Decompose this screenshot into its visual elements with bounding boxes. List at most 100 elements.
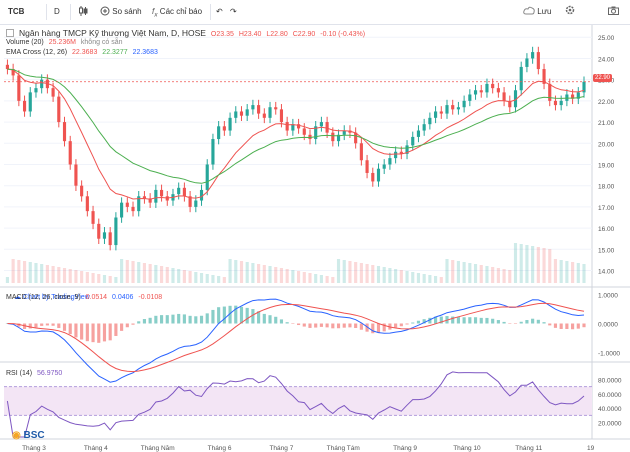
- macd-histogram-bar: [502, 321, 506, 324]
- macd-histogram-bar: [177, 313, 181, 324]
- macd-histogram-bar: [394, 323, 398, 328]
- chart-style-icon[interactable]: [78, 5, 88, 19]
- bsc-logo-text: BSC: [23, 430, 45, 441]
- price-tick-label: 15.00: [598, 247, 615, 254]
- volume-bar: [199, 273, 204, 283]
- macd-histogram-bar: [531, 318, 535, 324]
- snapshot-camera-icon[interactable]: [608, 5, 619, 19]
- series-title: Ngân hàng TMCP Kỹ thương Việt Nam, D, HO…: [18, 28, 206, 38]
- macd-histogram-bar: [279, 319, 284, 324]
- volume-bar: [159, 266, 164, 283]
- candle-body: [411, 136, 415, 146]
- macd-histogram-bar: [542, 322, 546, 324]
- macd-histogram-bar: [359, 323, 363, 330]
- undo-icon[interactable]: ↶: [216, 7, 223, 16]
- volume-bar: [513, 243, 518, 283]
- tradingview-link[interactable]: ☁ Chart by TradingView: [14, 293, 90, 301]
- candle-body: [68, 141, 72, 165]
- chart-area[interactable]: 25.0024.0023.0022.0021.0020.0019.0018.00…: [0, 25, 630, 452]
- volume-bar: [148, 264, 152, 283]
- macd-histogram-bar: [473, 317, 478, 324]
- macd-histogram-bar: [439, 316, 443, 324]
- top-toolbar: TCB D So sánh fx Các chỉ báo ↶ ↷ Lưu: [0, 0, 630, 25]
- macd-histogram-bar: [348, 323, 352, 328]
- macd-line: [7, 298, 585, 383]
- macd-label: MACD (12, 26, close, 9): [6, 294, 81, 301]
- macd-histogram-bar: [137, 321, 141, 324]
- candle-body: [62, 122, 67, 142]
- volume-bar: [302, 272, 306, 283]
- macd-histogram-bar: [485, 317, 489, 324]
- macd-histogram-bar: [62, 323, 67, 331]
- bsc-logo: ◉ BSC: [12, 430, 45, 441]
- volume-bar: [97, 274, 101, 283]
- candle-body: [434, 111, 438, 118]
- candle-body: [257, 105, 261, 114]
- ema-fast-value: 22.3683: [72, 49, 98, 56]
- interval-button[interactable]: D: [54, 7, 60, 16]
- candle-body: [388, 158, 392, 165]
- candle-body: [342, 130, 346, 135]
- compare-button[interactable]: So sánh: [100, 5, 142, 19]
- chart-canvas[interactable]: 25.0024.0023.0022.0021.0020.0019.0018.00…: [0, 25, 630, 452]
- hide-series-icon[interactable]: [6, 29, 14, 37]
- save-button[interactable]: Lưu: [523, 5, 552, 19]
- macd-legend: MACD (12, 26, close, 9) 0.0514 0.0406 -0…: [6, 293, 162, 303]
- volume-bar: [171, 268, 175, 283]
- macd-histogram-bar: [354, 323, 358, 329]
- volume-value: 25.236M: [48, 39, 76, 46]
- toolbar-divider: [46, 4, 47, 20]
- macd-histogram-bar: [194, 316, 198, 324]
- macd-histogram-bar: [228, 305, 232, 324]
- indicators-button[interactable]: fx Các chỉ báo: [152, 5, 202, 19]
- volume-bar: [5, 277, 9, 283]
- candle-body: [371, 172, 375, 182]
- volume-bar: [439, 277, 443, 283]
- symbol-input[interactable]: TCB: [8, 7, 25, 16]
- candle-body: [91, 211, 95, 224]
- candle-body: [439, 111, 443, 114]
- candle-body: [57, 96, 61, 123]
- candle-body: [536, 52, 540, 70]
- candle-body: [274, 107, 278, 110]
- macd-histogram-bar: [571, 323, 575, 330]
- volume-bar: [120, 259, 124, 283]
- price-tick-label: 22.00: [598, 99, 615, 106]
- volume-bar: [473, 264, 478, 283]
- volume-bar: [291, 270, 295, 283]
- macd-histogram-bar: [211, 309, 215, 324]
- volume-bar: [22, 261, 27, 283]
- candle-body: [228, 117, 232, 131]
- rsi-tick-label: 40.0000: [598, 406, 622, 413]
- volume-bar: [411, 272, 415, 283]
- candle-body: [576, 92, 580, 99]
- price-tick-label: 14.00: [598, 269, 615, 276]
- volume-bar: [285, 269, 289, 283]
- volume-bar: [502, 269, 506, 283]
- candle-body: [177, 187, 181, 195]
- volume-bar: [582, 264, 586, 283]
- ema-fast-line: [7, 68, 585, 200]
- macd-histogram-bar: [576, 323, 580, 329]
- settings-gear-icon[interactable]: [565, 5, 575, 19]
- macd-histogram-bar: [91, 323, 95, 343]
- time-tick-label: Tháng 4: [84, 445, 108, 452]
- candle-body: [154, 189, 158, 203]
- time-tick-label: Tháng 6: [208, 445, 232, 452]
- volume-bar: [188, 271, 192, 283]
- volume-bar: [28, 262, 32, 283]
- macd-histogram-bar: [274, 316, 278, 324]
- candle-body: [525, 58, 529, 67]
- macd-histogram-bar: [399, 323, 403, 327]
- candle-body: [137, 196, 141, 212]
- volume-bar: [222, 277, 226, 283]
- candle-body: [268, 107, 272, 118]
- volume-bar: [57, 267, 61, 283]
- volume-bar: [239, 261, 244, 283]
- macd-histogram-bar: [28, 323, 32, 329]
- redo-icon[interactable]: ↷: [230, 7, 237, 16]
- candle-body: [234, 111, 238, 118]
- candle-body: [142, 196, 147, 199]
- candle-body: [485, 83, 489, 93]
- macd-histogram-bar: [74, 323, 78, 338]
